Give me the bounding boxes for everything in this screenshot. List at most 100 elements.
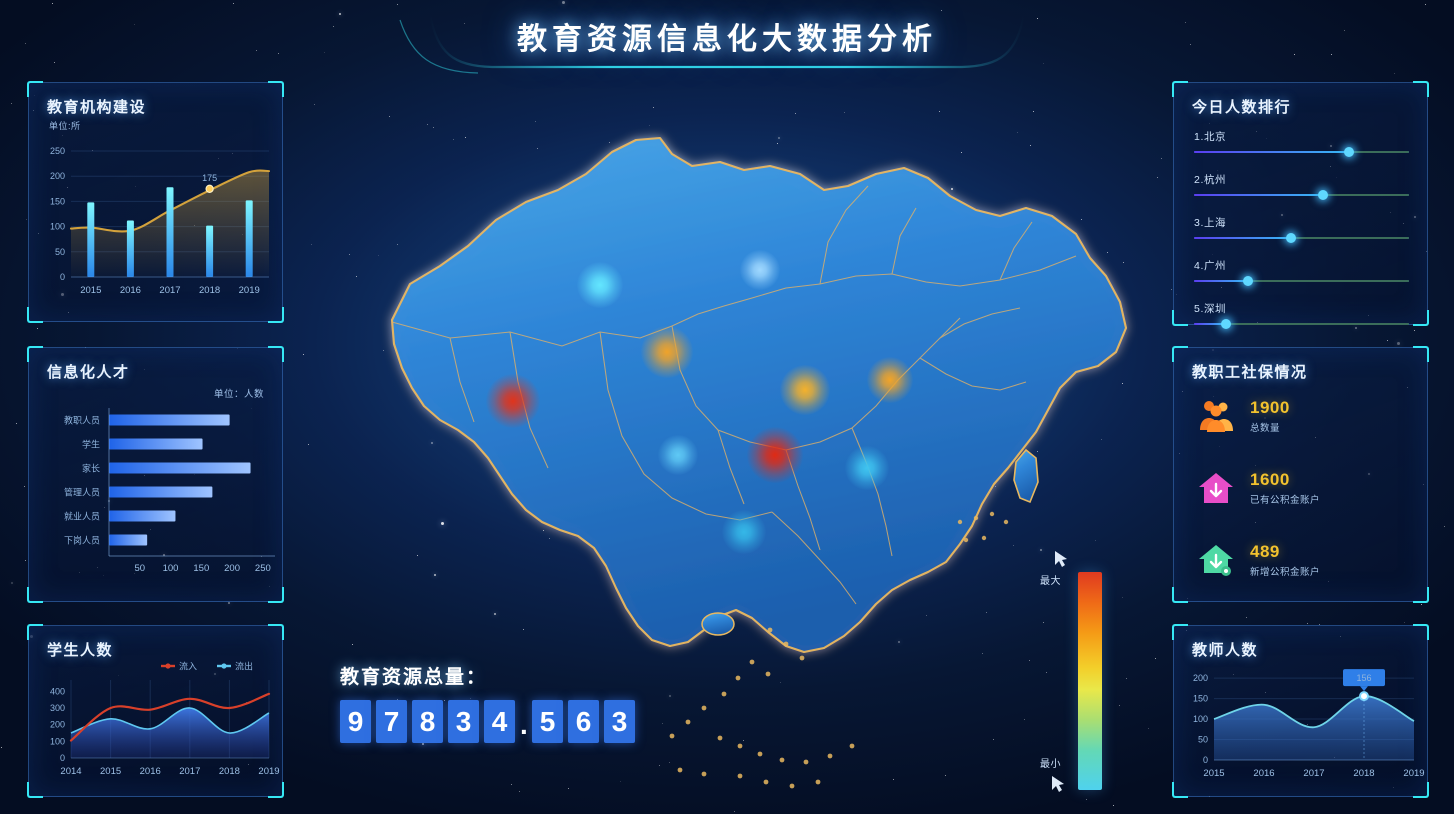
corner-top-left [1172,624,1188,640]
svg-text:150: 150 [1193,694,1208,704]
svg-text:2017: 2017 [179,766,200,777]
rank-item[interactable]: 4.广州 [1194,258,1409,286]
students-line-chart[interactable]: 0 100 200 300 400 流入 流出 2014 2015 2016 2017 2018 201… [37,656,280,790]
panel-institution-construction: 教育机构建设 单位:所 0 50 100 150 200 250 175 2015 2016 20… [27,81,284,323]
total-digit: 5 [532,700,563,743]
svg-text:0: 0 [60,753,65,763]
total-digit: 4 [484,700,515,743]
corner-bottom-left [27,782,43,798]
rank-slider-track[interactable] [1194,276,1409,286]
map-taiwan [1013,448,1039,504]
corner-top-right [1413,346,1429,362]
rank-slider-remainder [1323,194,1409,196]
map-island-dots [669,511,1009,789]
rank-slider-remainder [1348,151,1409,153]
svg-text:管理人员: 管理人员 [64,487,100,498]
map-color-scale [1078,572,1102,790]
insurance-stat-value: 489 [1250,541,1280,561]
svg-text:150: 150 [50,196,65,206]
svg-text:250: 250 [255,563,271,574]
rank-slider-track[interactable] [1194,319,1409,329]
rank-item-label: 1.北京 [1194,131,1227,143]
china-map-svg[interactable] [300,70,1170,810]
corner-bottom-left [27,587,43,603]
rank-slider-track[interactable] [1194,147,1409,157]
rank-item[interactable]: 1.北京 [1194,129,1409,157]
svg-text:156: 156 [1356,673,1371,683]
svg-text:200: 200 [224,563,240,574]
corner-top-right [1413,624,1429,640]
corner-bottom-right [1413,587,1429,603]
svg-text:200: 200 [50,171,65,181]
panel-student-count: 学生人数 0 100 200 300 400 流入 流出 2014 2015 2016 2017 20… [27,624,284,798]
corner-top-left [1172,81,1188,97]
corner-bottom-right [268,782,284,798]
panel-insurance-title: 教职工社保情况 [1192,364,1308,381]
svg-text:50: 50 [1198,735,1208,745]
total-digit: 9 [340,700,371,743]
svg-text:50: 50 [134,563,145,574]
insurance-stat-row: 1600 已有公积金账户 [1196,468,1320,508]
rank-slider-knob[interactable] [1343,147,1354,157]
corner-bottom-right [1413,782,1429,798]
corner-bottom-left [27,307,43,323]
svg-text:2015: 2015 [1203,768,1224,779]
rank-slider-track[interactable] [1194,190,1409,200]
panel-institution-unit: 单位:所 [49,121,81,131]
panel-rank-title: 今日人数排行 [1192,99,1292,116]
svg-text:300: 300 [50,703,65,713]
rank-slider-knob[interactable] [1242,276,1253,286]
svg-text:2019: 2019 [239,285,260,296]
panel-talent-title: 信息化人才 [47,364,130,381]
svg-text:2019: 2019 [1403,768,1424,779]
svg-text:2018: 2018 [219,766,240,777]
svg-text:400: 400 [50,686,65,696]
insurance-stat-value: 1900 [1250,397,1290,417]
svg-text:2019: 2019 [258,766,279,777]
total-digit-separator: . [520,709,528,740]
svg-text:2016: 2016 [1253,768,1274,779]
rank-item[interactable]: 2.杭州 [1194,172,1409,200]
svg-text:2015: 2015 [100,766,121,777]
rank-slider-knob[interactable] [1221,319,1232,329]
scale-max-label: 最大 [1040,576,1061,587]
insurance-stat-label: 新增公积金账户 [1250,567,1321,579]
svg-text:100: 100 [163,563,179,574]
page-title: 教育资源信息化大数据分析 [517,23,937,56]
rank-slider-track[interactable] [1194,233,1409,243]
svg-text:下岗人员: 下岗人员 [64,536,100,546]
teachers-area-chart[interactable]: 0 50 100 150 200 156 2015 2016 2017 2018 2019 [1182,660,1425,790]
house-green-icon [1196,540,1236,580]
corner-top-left [27,624,43,640]
rank-item[interactable]: 5.深圳 [1194,301,1409,329]
corner-bottom-right [268,587,284,603]
svg-text:家长: 家长 [82,463,100,474]
insurance-stat-value: 1600 [1250,469,1290,489]
corner-top-left [27,81,43,97]
rank-slider-knob[interactable] [1318,190,1328,200]
rank-item[interactable]: 3.上海 [1194,215,1409,243]
corner-bottom-right [268,307,284,323]
svg-text:流入: 流入 [179,661,197,672]
total-digit: 3 [604,700,635,743]
institution-combo-chart[interactable]: 0 50 100 150 200 250 175 2015 2016 2017 2018 2019 [37,139,277,314]
page-title-wrapper: 教育资源信息化大数据分析 [517,14,937,58]
corner-top-left [1172,346,1188,362]
svg-text:0: 0 [1203,755,1208,765]
panel-staff-insurance: 教职工社保情况 1900 总数量 1600 已有公积金账户 489 新增公积金账户 [1172,346,1429,603]
svg-text:100: 100 [50,736,65,746]
svg-text:流出: 流出 [235,661,253,672]
svg-text:150: 150 [193,563,209,574]
svg-text:2018: 2018 [199,285,220,296]
rank-slider-fill [1194,237,1291,239]
insurance-stat-label: 已有公积金账户 [1250,495,1321,507]
svg-text:175: 175 [202,173,217,183]
total-digit: 8 [412,700,443,743]
rank-slider-knob[interactable] [1285,233,1296,243]
corner-top-right [1413,81,1429,97]
map-landmass [390,136,1128,654]
rank-slider-remainder [1247,280,1409,282]
corner-bottom-left [1172,782,1188,798]
